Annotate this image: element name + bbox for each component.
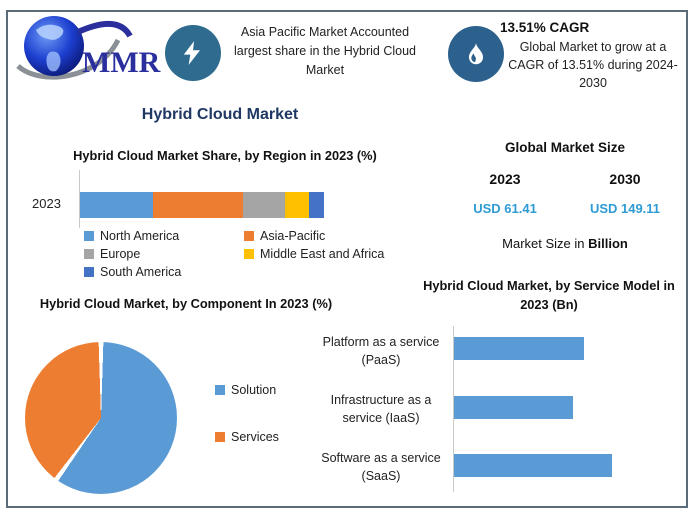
region-legend: North America Asia-Pacific Europe Middle Ea… bbox=[84, 229, 384, 279]
service-bar-iaas bbox=[454, 396, 573, 419]
logo-swoosh-gray bbox=[16, 38, 121, 80]
logo-text: MMR bbox=[82, 46, 161, 79]
market-size-values: USD 61.41 USD 149.11 bbox=[445, 201, 685, 216]
service-label-paas: Platform as a service (PaaS) bbox=[322, 335, 440, 367]
service-label-iaas: Infrastructure as a service (IaaS) bbox=[330, 393, 432, 425]
legend-swatch bbox=[215, 385, 225, 395]
legend-swatch bbox=[84, 267, 94, 277]
region-segment-europe bbox=[243, 192, 285, 218]
service-label-saas: Software as a service (SaaS) bbox=[321, 451, 441, 483]
region-segment-north-america bbox=[80, 192, 154, 218]
legend-swatch bbox=[215, 432, 225, 442]
region-axis-category: 2023 bbox=[32, 196, 61, 211]
legend-item-europe: Europe bbox=[84, 247, 244, 261]
legend-label: Asia-Pacific bbox=[260, 229, 326, 243]
legend-label: South America bbox=[100, 265, 182, 279]
market-size-note-prefix: Market Size in bbox=[502, 236, 589, 251]
market-size-year-2030: 2030 bbox=[609, 171, 641, 187]
legend-item-north-america: North America bbox=[84, 229, 244, 243]
region-segment-middle-east-and-africa bbox=[284, 192, 310, 218]
legend-label: Services bbox=[231, 430, 279, 444]
region-segment-south-america bbox=[309, 192, 325, 218]
pie-legend-item-solution: Solution bbox=[215, 383, 279, 397]
legend-label: North America bbox=[100, 229, 180, 243]
legend-swatch bbox=[84, 231, 94, 241]
highlight-circle bbox=[165, 25, 221, 81]
market-size-note: Market Size in Billion bbox=[445, 236, 685, 251]
globe-continent-north bbox=[36, 24, 64, 40]
outer-border bbox=[6, 10, 688, 508]
legend-label: Europe bbox=[100, 247, 141, 261]
region-axis-line bbox=[79, 170, 80, 228]
component-legend: Solution Services bbox=[215, 383, 279, 444]
legend-swatch bbox=[244, 231, 254, 241]
region-chart-title: Hybrid Cloud Market Share, by Region in … bbox=[73, 148, 377, 163]
service-chart-title: Hybrid Cloud Market, by Service Model in… bbox=[423, 278, 675, 313]
legend-item-asia-pacific: Asia-Pacific bbox=[244, 229, 384, 243]
flame-icon bbox=[468, 42, 484, 65]
region-segment-asia-pacific bbox=[153, 192, 244, 218]
globe-continent-south bbox=[46, 51, 61, 72]
logo-swoosh-navy bbox=[76, 21, 133, 38]
pie-legend-item-services: Services bbox=[215, 430, 279, 444]
mmr-logo: MMR bbox=[16, 16, 161, 80]
cagr-circle bbox=[448, 26, 504, 82]
legend-label: Solution bbox=[231, 383, 277, 397]
legend-item-middle-east-and-africa: Middle East and Africa bbox=[244, 247, 384, 261]
market-size-note-unit: Billion bbox=[588, 236, 628, 251]
cagr-text: Global Market to grow at a CAGR of 13.51… bbox=[508, 40, 678, 91]
cagr-title: 13.51% CAGR bbox=[500, 20, 590, 35]
cagr-callout: 13.51% CAGR Global Market to grow at a C… bbox=[500, 20, 686, 92]
legend-label: Middle East and Africa bbox=[260, 247, 385, 261]
lightning-icon bbox=[183, 41, 201, 65]
highlight-text: Asia Pacific Market Accounted largest sh… bbox=[233, 25, 417, 77]
service-axis-line bbox=[453, 326, 454, 492]
market-size-value-2023: USD 61.41 bbox=[473, 201, 537, 216]
market-size-years: 2023 2030 bbox=[445, 171, 685, 187]
legend-item-south-america: South America bbox=[84, 265, 244, 279]
component-chart-title: Hybrid Cloud Market, by Component In 202… bbox=[39, 296, 333, 311]
market-size-year-2023: 2023 bbox=[489, 171, 521, 187]
market-size-value-2030: USD 149.11 bbox=[589, 201, 661, 216]
legend-swatch bbox=[84, 249, 94, 259]
page-title: Hybrid Cloud Market bbox=[141, 106, 299, 123]
market-size-title: Global Market Size bbox=[504, 140, 626, 155]
legend-swatch bbox=[244, 249, 254, 259]
region-stacked-bar bbox=[80, 192, 325, 218]
service-bar-paas bbox=[454, 337, 584, 360]
component-pie-chart bbox=[25, 342, 177, 494]
service-bar-saas bbox=[454, 454, 612, 477]
